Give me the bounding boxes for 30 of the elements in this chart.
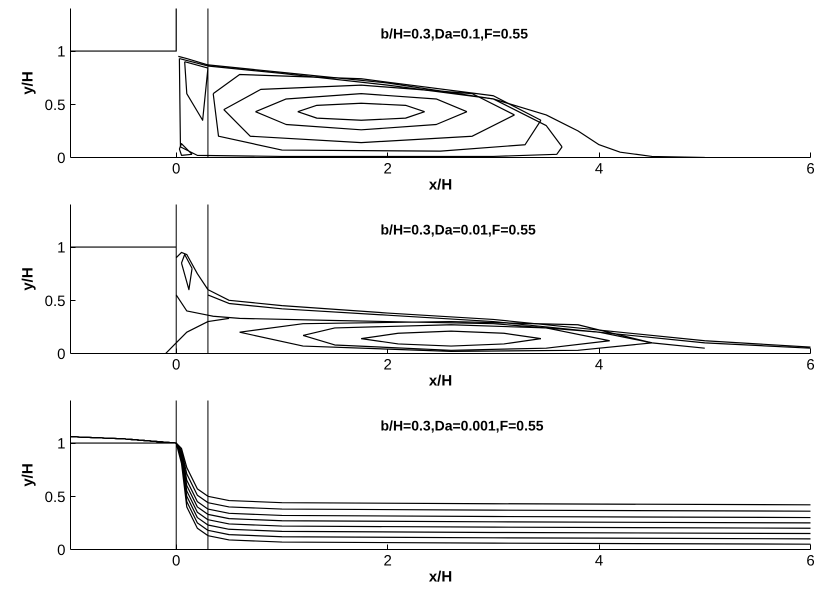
y-axis-title: y/H xyxy=(20,463,37,487)
y-tick-label: 1 xyxy=(57,436,66,453)
y-tick-label: 1 xyxy=(57,240,66,257)
x-tick-label: 2 xyxy=(383,552,392,570)
x-tick-label: 4 xyxy=(594,356,604,374)
y-axis-title: y/H xyxy=(20,71,37,95)
x-tick-label: 6 xyxy=(806,160,815,178)
y-tick-label: 0 xyxy=(57,346,66,363)
y-tick-label: 0.5 xyxy=(44,488,66,506)
x-tick-label: 4 xyxy=(594,552,604,570)
annotation: b/H=0.3,Da=0.001,F=0.55 xyxy=(380,418,544,434)
x-tick-label: 0 xyxy=(172,160,180,178)
y-axis-title: y/H xyxy=(20,267,37,291)
x-tick-label: 6 xyxy=(806,356,815,374)
y-tick-label: 1 xyxy=(57,44,66,61)
y-tick-label: 0 xyxy=(57,542,66,559)
y-tick-label: 0.5 xyxy=(44,292,66,310)
x-tick-label: 0 xyxy=(172,356,180,374)
x-tick-label: 6 xyxy=(806,552,815,570)
x-tick-label: 2 xyxy=(383,160,392,178)
x-axis-title: x/H xyxy=(428,568,452,586)
y-tick-label: 0.5 xyxy=(44,96,66,114)
annotation: b/H=0.3,Da=0.01,F=0.55 xyxy=(380,222,536,238)
y-tick-label: 0 xyxy=(57,150,66,167)
x-tick-label: 0 xyxy=(172,552,180,570)
x-tick-label: 2 xyxy=(383,356,392,374)
x-axis-title: x/H xyxy=(428,372,452,390)
annotation: b/H=0.3,Da=0.1,F=0.55 xyxy=(380,26,528,42)
x-tick-label: 4 xyxy=(594,160,604,178)
x-axis-title: x/H xyxy=(428,176,452,194)
